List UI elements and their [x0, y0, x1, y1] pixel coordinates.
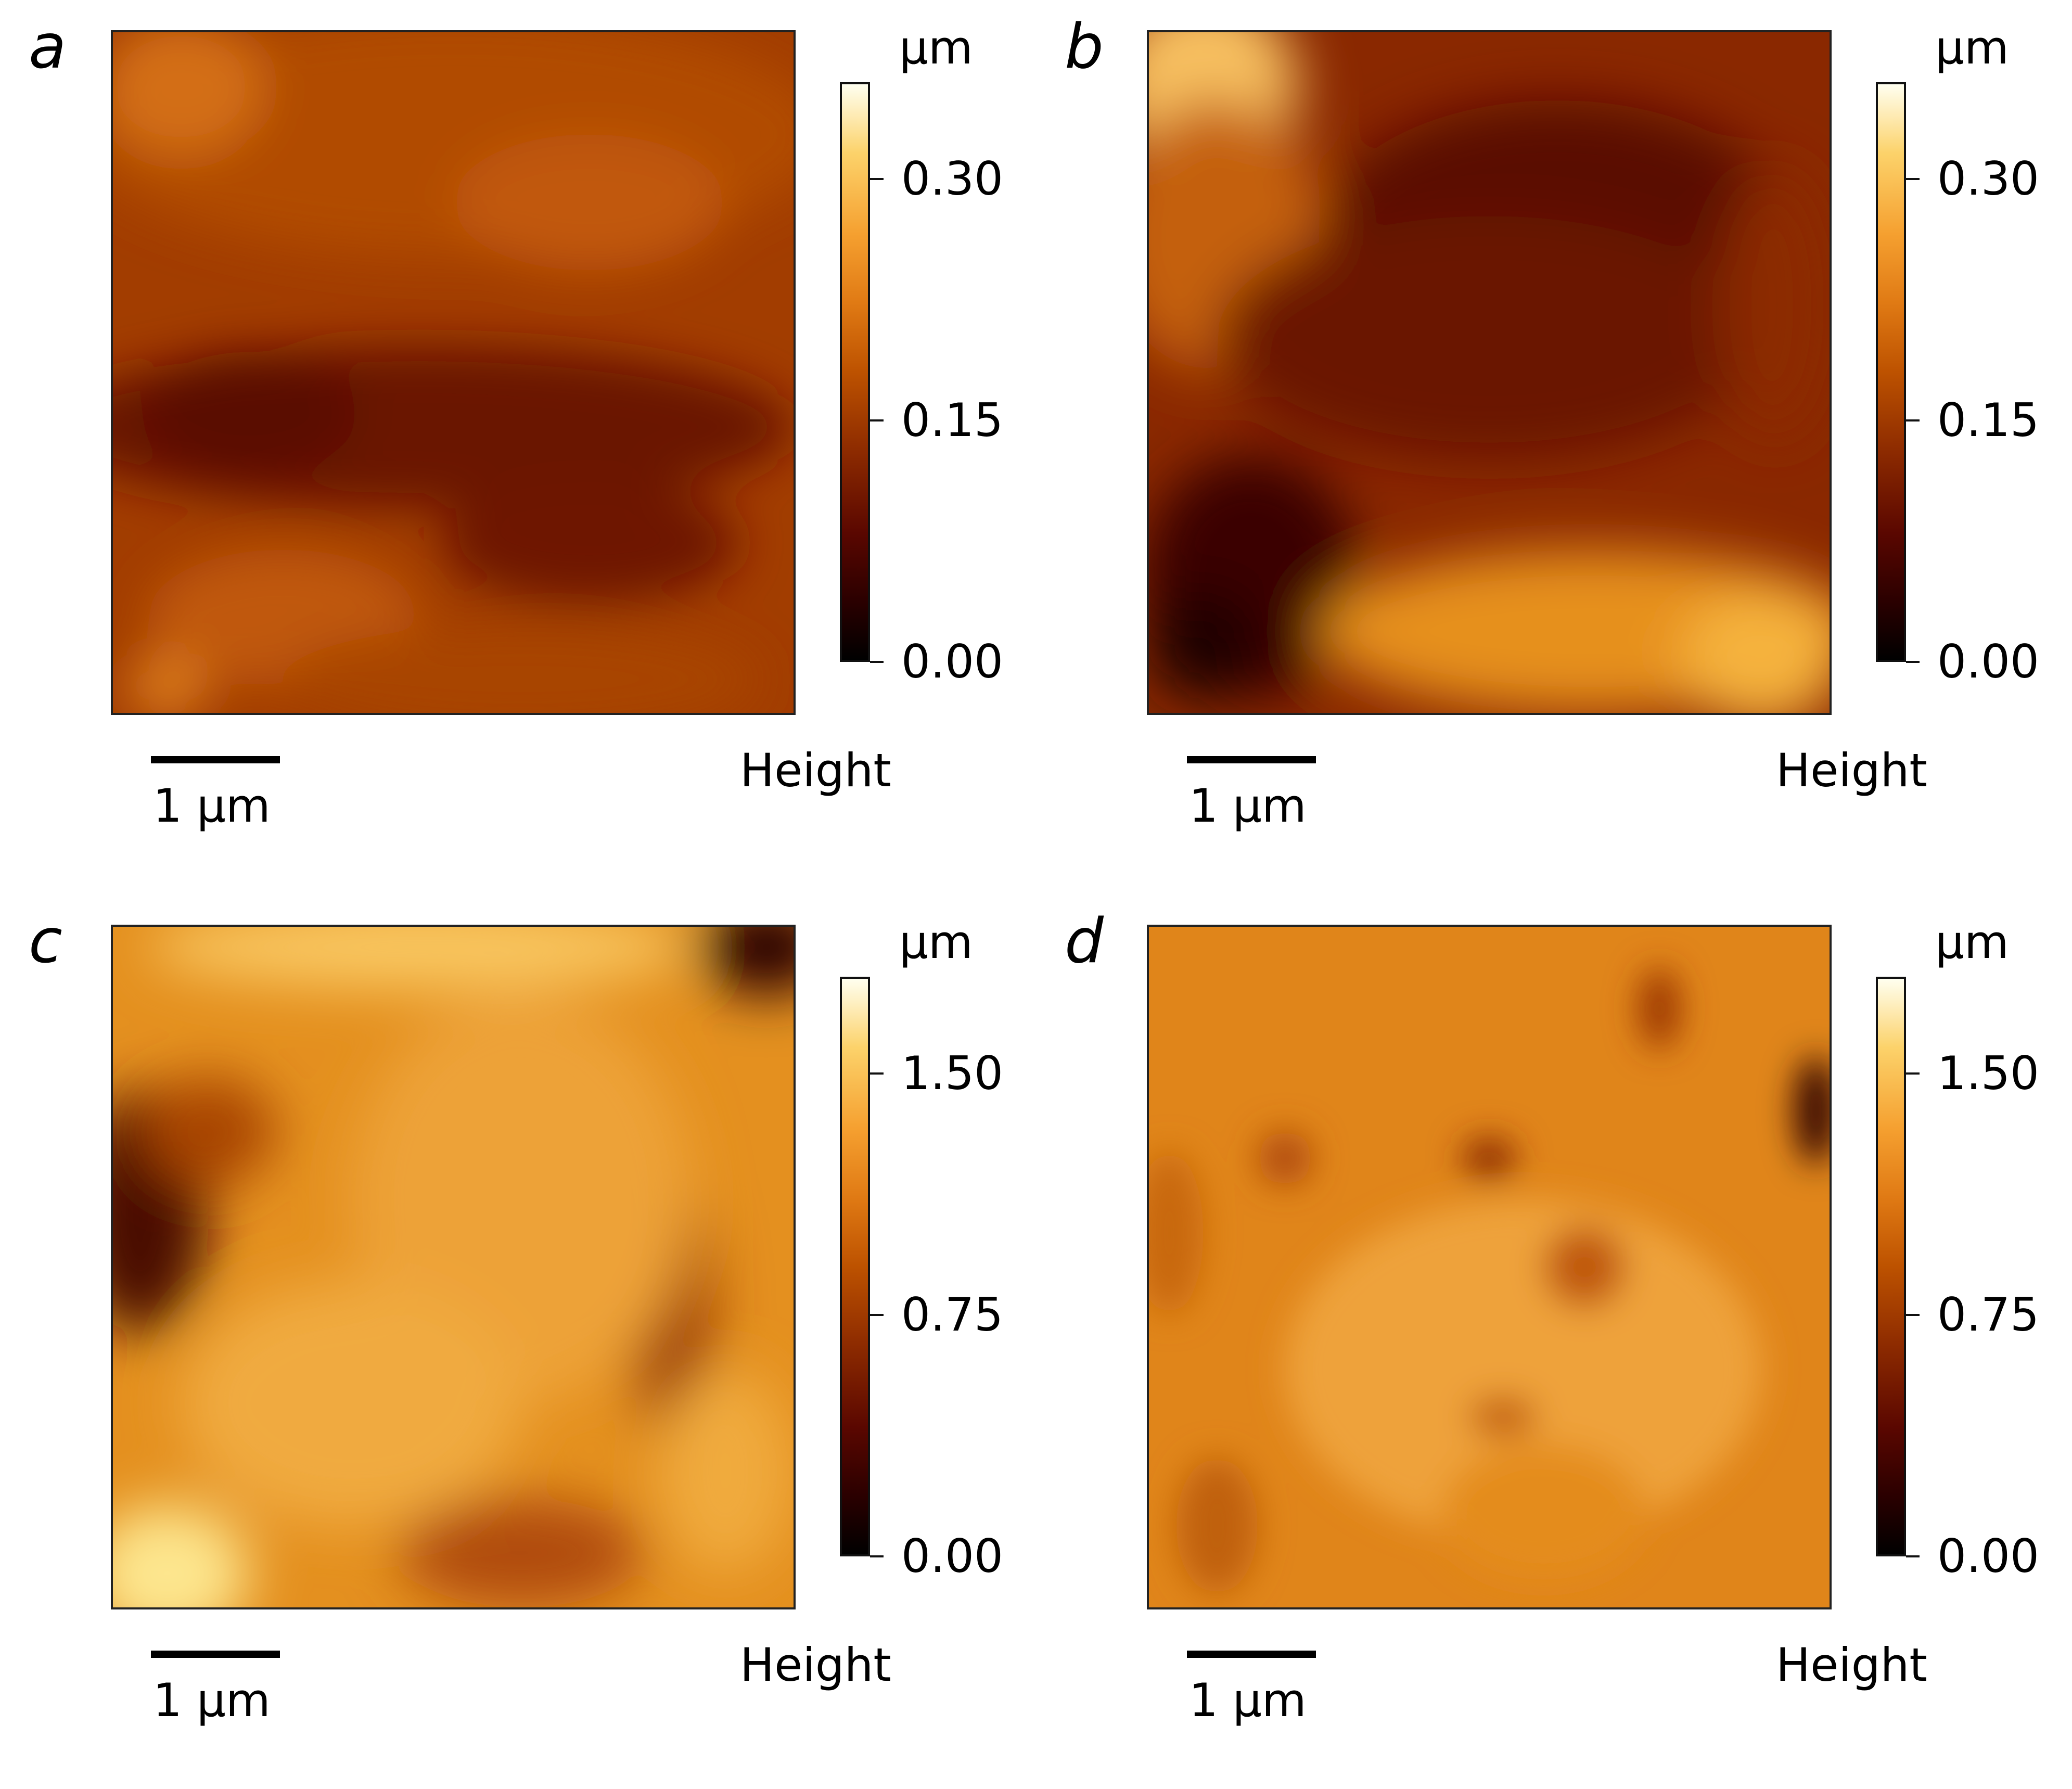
scale-bar	[1187, 756, 1316, 763]
colorbar-tick-label: 1.50	[1937, 1046, 2039, 1100]
colorbar-tick-label: 0.00	[1937, 635, 2039, 688]
colorbar-tick	[870, 177, 884, 180]
colorbar-tick-label: 0.15	[901, 393, 1003, 447]
height-map	[1147, 925, 1832, 1609]
colorbar-tick	[1906, 661, 1920, 663]
channel-label: Height	[740, 744, 891, 797]
colorbar	[1876, 977, 1906, 1556]
colorbar-unit: µm	[1935, 21, 2009, 74]
panel-a: a µm 0.00 0.15 0.30 1 µm Height	[0, 0, 1036, 894]
panel-letter: a	[29, 10, 67, 82]
colorbar-tick-label: 0.00	[1937, 1529, 2039, 1583]
colorbar-tick	[1906, 1072, 1920, 1075]
panel-d: d µm 0.00 0.75 1.50 1 µm Height	[1036, 894, 2072, 1789]
panel-letter: c	[29, 905, 62, 977]
scale-bar-label: 1 µm	[1189, 779, 1307, 833]
scale-bar	[151, 756, 280, 763]
colorbar-tick	[870, 661, 884, 663]
colorbar-tick	[870, 419, 884, 421]
colorbar-unit: µm	[1935, 915, 2009, 969]
colorbar-tick-label: 1.50	[901, 1046, 1003, 1100]
scale-bar	[1187, 1651, 1316, 1658]
scale-bar-label: 1 µm	[153, 1673, 271, 1727]
panel-c: c µm 0.00 0.75 1.50 1 µm Height	[0, 894, 1036, 1789]
colorbar	[1876, 82, 1906, 662]
colorbar-tick	[870, 1072, 884, 1075]
colorbar-tick	[1906, 177, 1920, 180]
panel-letter: b	[1065, 10, 1104, 82]
scale-bar-label: 1 µm	[1189, 1673, 1307, 1727]
colorbar-tick-label: 0.75	[901, 1287, 1003, 1341]
colorbar-unit: µm	[899, 915, 973, 969]
colorbar-tick-label: 0.15	[1937, 393, 2039, 447]
colorbar-tick	[1906, 1313, 1920, 1316]
height-map	[1147, 30, 1832, 715]
colorbar-tick	[1906, 419, 1920, 421]
channel-label: Height	[1776, 1638, 1927, 1692]
colorbar-tick-label: 0.00	[901, 1529, 1003, 1583]
colorbar	[840, 82, 870, 662]
panel-b: b µm 0.00 0.15 0.30 1 µm Height	[1036, 0, 2072, 894]
panel-letter: d	[1065, 905, 1104, 977]
colorbar-tick-label: 0.75	[1937, 1287, 2039, 1341]
colorbar-tick-label: 0.00	[901, 635, 1003, 688]
channel-label: Height	[740, 1638, 891, 1692]
colorbar-unit: µm	[899, 21, 973, 74]
colorbar-tick	[870, 1313, 884, 1316]
colorbar-tick-label: 0.30	[901, 151, 1003, 206]
height-map	[111, 30, 796, 715]
scale-bar	[151, 1651, 280, 1658]
colorbar-tick	[870, 1555, 884, 1557]
colorbar	[840, 977, 870, 1556]
colorbar-tick	[1906, 1555, 1920, 1557]
channel-label: Height	[1776, 744, 1927, 797]
scale-bar-label: 1 µm	[153, 779, 271, 833]
height-map	[111, 925, 796, 1609]
colorbar-tick-label: 0.30	[1937, 151, 2039, 206]
